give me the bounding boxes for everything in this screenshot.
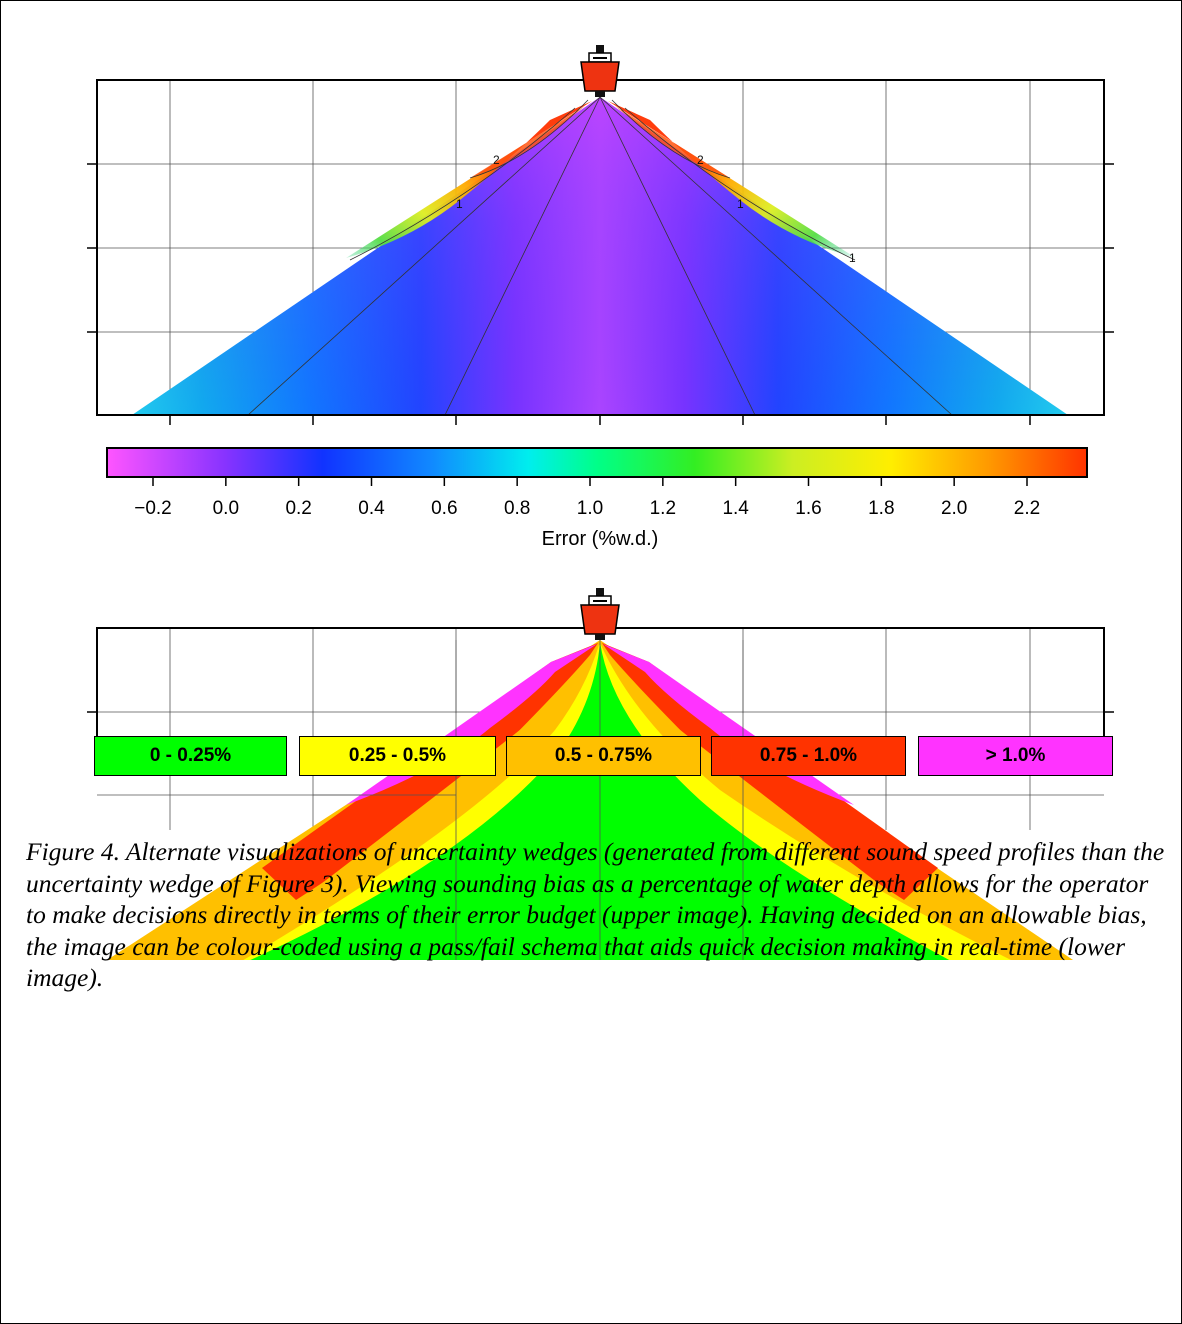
colorbar-tick-label: 0.4 [358, 498, 385, 519]
colorbar-tick-label: 1.2 [650, 498, 676, 519]
colorbar-tick-label: 1.8 [868, 498, 894, 519]
lower-axis-ticks [87, 711, 1114, 713]
colorbar-tick-label: 0.0 [213, 498, 239, 519]
colorbar-tick-label: 1.4 [722, 498, 749, 519]
colorbar-title: Error (%w.d.) [542, 528, 659, 550]
lower-frame-graphics [87, 587, 1114, 760]
upper-axis-ticks [87, 163, 1114, 425]
lower-gridlines-over [313, 640, 744, 960]
contour-label: 1 [737, 197, 744, 211]
upper-uncertainty-wedge: 2 1 1 2 1 [132, 96, 1068, 416]
contour-label: 2 [697, 153, 704, 167]
colorbar-tick-label: 1.6 [795, 498, 821, 519]
colorbar-tick-label: 1.0 [577, 498, 603, 519]
colorbar-tick-label: 2.2 [1014, 498, 1040, 519]
figure-caption: Figure 4. Alternate visualizations of un… [26, 837, 1165, 992]
legend-item-magenta: > 1.0% [918, 736, 1113, 776]
legend-item-red: 0.75 - 1.0% [711, 736, 906, 776]
legend-item-green: 0 - 0.25% [94, 736, 287, 776]
colorbar: −0.2 0.0 0.2 0.4 0.6 0.8 1.0 1.2 1.4 1.6 1.8 2.0 2.2… [106, 447, 1088, 550]
upper-panel: 2 1 1 2 1 [87, 44, 1114, 425]
colorbar-gradient [106, 447, 1088, 478]
colorbar-ticks: −0.2 0.0 0.2 0.4 0.6 0.8 1.0 1.2 1.4 1.6 1.8 2.0 2.2 [134, 477, 1040, 519]
colorbar-tick-label: 0.2 [285, 498, 311, 519]
colorbar-tick-label: 0.8 [504, 498, 530, 519]
colorbar-tick-label: −0.2 [134, 498, 172, 519]
legend-item-orange: 0.5 - 0.75% [506, 736, 701, 776]
figure-graphics: 2 1 1 2 1 −0.2 0.0 0.2 0.4 0.6 0.8 1.0 1.2 1.4 1.… [87, 44, 1114, 830]
contour-label: 2 [493, 153, 500, 167]
contour-label: 1 [456, 197, 463, 211]
contour-label: 1 [849, 251, 856, 265]
colorbar-tick-label: 0.6 [431, 498, 457, 519]
colorbar-tick-label: 2.0 [941, 498, 967, 519]
ship-icon [580, 587, 620, 641]
legend-item-yellow: 0.25 - 0.5% [299, 736, 496, 776]
